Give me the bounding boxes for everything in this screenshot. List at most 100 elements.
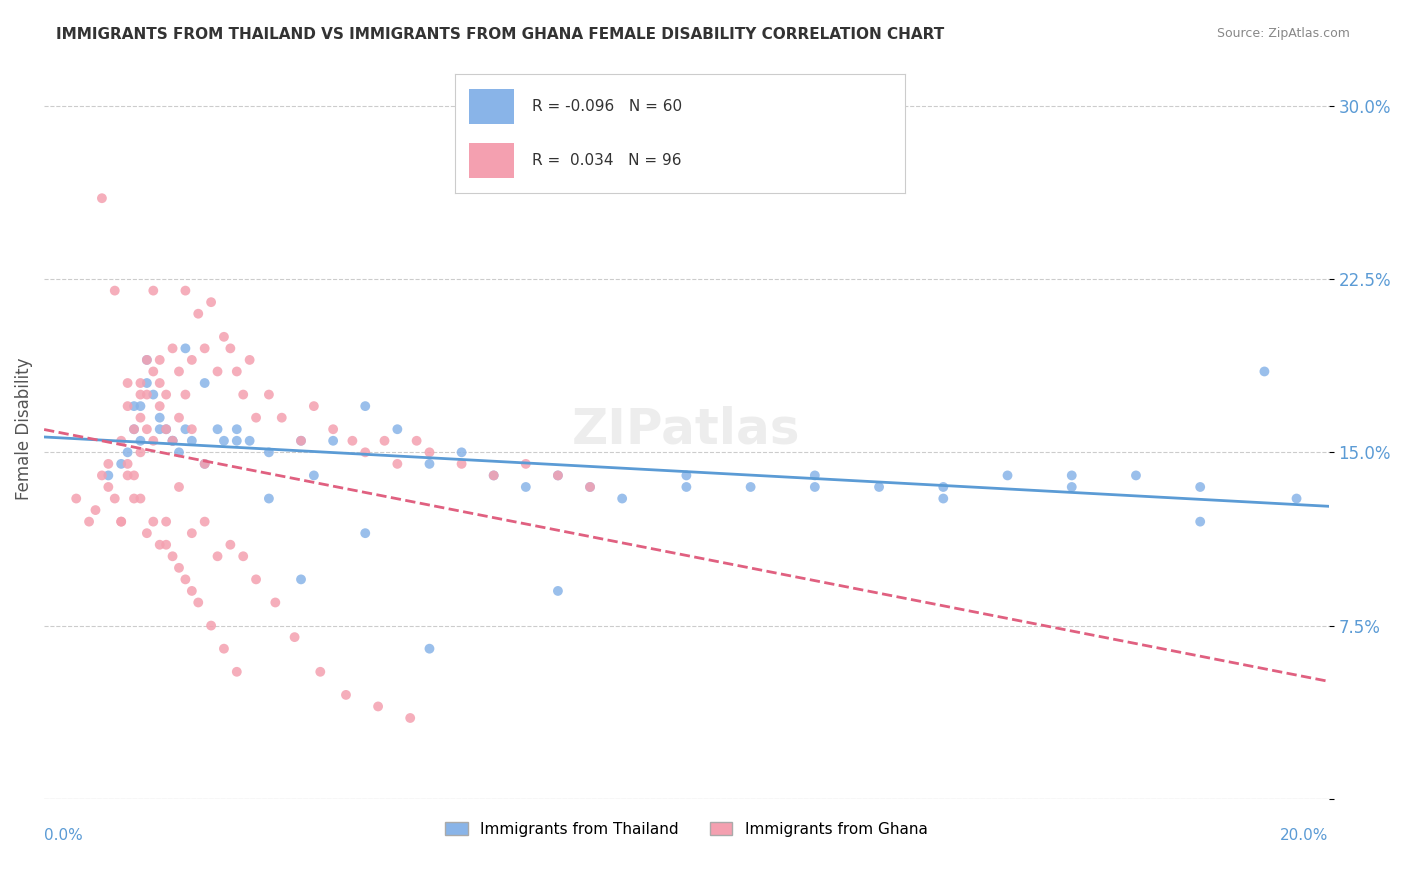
Point	[309, 665, 332, 679]
Point	[180, 526, 202, 541]
Point	[117, 445, 139, 459]
Point	[387, 457, 409, 471]
Point	[322, 434, 344, 448]
Point	[97, 468, 120, 483]
Point	[1253, 364, 1275, 378]
Point	[135, 422, 157, 436]
Point	[1060, 480, 1083, 494]
Point	[180, 583, 202, 598]
Point	[155, 422, 177, 436]
Point	[740, 480, 762, 494]
Point	[354, 399, 377, 413]
Point	[162, 434, 184, 448]
Point	[225, 422, 247, 436]
Point	[129, 445, 152, 459]
Point	[117, 376, 139, 390]
Point	[212, 434, 235, 448]
Point	[675, 480, 697, 494]
Point	[110, 457, 132, 471]
Point	[997, 468, 1019, 483]
Point	[162, 342, 184, 356]
Point	[129, 410, 152, 425]
Y-axis label: Female Disability: Female Disability	[15, 358, 32, 500]
Point	[180, 422, 202, 436]
Text: IMMIGRANTS FROM THAILAND VS IMMIGRANTS FROM GHANA FEMALE DISABILITY CORRELATION : IMMIGRANTS FROM THAILAND VS IMMIGRANTS F…	[56, 27, 945, 42]
Point	[122, 491, 145, 506]
Point	[167, 480, 190, 494]
Point	[257, 491, 280, 506]
Point	[97, 457, 120, 471]
Point	[399, 711, 422, 725]
Point	[482, 468, 505, 483]
Point	[219, 538, 242, 552]
Point	[135, 352, 157, 367]
Point	[149, 399, 172, 413]
Point	[547, 583, 569, 598]
Point	[515, 480, 537, 494]
Point	[373, 434, 395, 448]
Point	[194, 342, 217, 356]
Point	[804, 468, 827, 483]
Text: ZIPatlas: ZIPatlas	[572, 405, 800, 453]
Point	[174, 284, 197, 298]
Point	[284, 630, 307, 644]
Point	[515, 457, 537, 471]
Point	[200, 618, 222, 632]
Point	[450, 445, 472, 459]
Point	[174, 387, 197, 401]
Point	[129, 376, 152, 390]
Point	[257, 445, 280, 459]
Text: 20.0%: 20.0%	[1281, 829, 1329, 844]
Point	[245, 410, 267, 425]
Point	[418, 641, 440, 656]
Point	[142, 387, 165, 401]
Point	[90, 468, 112, 483]
Point	[675, 468, 697, 483]
Point	[322, 422, 344, 436]
Point	[1060, 468, 1083, 483]
Point	[174, 342, 197, 356]
Point	[187, 595, 209, 609]
Point	[239, 434, 262, 448]
Point	[868, 480, 890, 494]
Point	[290, 434, 312, 448]
Point	[194, 457, 217, 471]
Point	[162, 434, 184, 448]
Point	[290, 434, 312, 448]
Point	[200, 295, 222, 310]
Point	[257, 387, 280, 401]
Point	[547, 468, 569, 483]
Point	[932, 480, 955, 494]
Point	[162, 434, 184, 448]
Point	[187, 307, 209, 321]
Point	[110, 515, 132, 529]
Point	[104, 491, 127, 506]
Text: Source: ZipAtlas.com: Source: ZipAtlas.com	[1216, 27, 1350, 40]
Point	[162, 549, 184, 564]
Point	[167, 561, 190, 575]
Point	[302, 468, 325, 483]
Point	[482, 468, 505, 483]
Point	[117, 457, 139, 471]
Point	[117, 468, 139, 483]
Point	[354, 526, 377, 541]
Point	[335, 688, 357, 702]
Point	[110, 434, 132, 448]
Point	[232, 549, 254, 564]
Point	[932, 491, 955, 506]
Point	[1189, 515, 1212, 529]
Point	[610, 491, 633, 506]
Point	[110, 515, 132, 529]
Point	[135, 352, 157, 367]
Point	[167, 364, 190, 378]
Point	[135, 376, 157, 390]
Point	[135, 526, 157, 541]
Point	[122, 399, 145, 413]
Point	[180, 352, 202, 367]
Point	[180, 434, 202, 448]
Point	[155, 387, 177, 401]
Point	[142, 364, 165, 378]
Point	[104, 284, 127, 298]
Point	[155, 538, 177, 552]
Point	[149, 538, 172, 552]
